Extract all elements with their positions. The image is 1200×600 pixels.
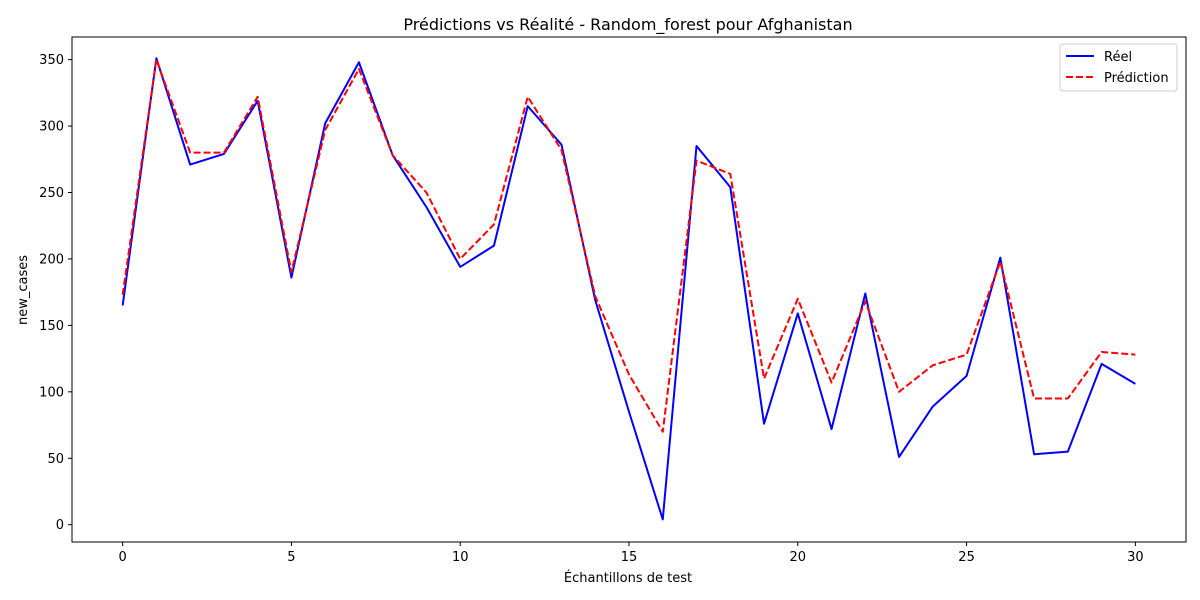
plot-frame [71, 36, 1187, 543]
x-tick-label: 5 [287, 550, 295, 565]
x-axis-label: Échantillons de test [564, 570, 692, 586]
y-axis-label: new_cases [16, 255, 31, 325]
y-tick-label: 0 [56, 518, 64, 533]
x-tick-label: 30 [1127, 550, 1144, 565]
x-tick-label: 25 [958, 550, 975, 565]
legend: Réel Prédiction [1059, 43, 1178, 92]
y-tick-label: 300 [39, 120, 64, 135]
x-tick-label: 10 [452, 550, 469, 565]
chart-title: Prédictions vs Réalité - Random_forest p… [403, 15, 852, 35]
series-line-reel [121, 57, 1136, 521]
y-tick-label: 350 [39, 53, 64, 68]
y-tick-label: 150 [39, 319, 64, 334]
legend-label-reel: Réel [1104, 50, 1132, 65]
y-tick-label: 200 [39, 252, 64, 267]
x-tick-label: 15 [621, 550, 638, 565]
legend-label-prediction: Prédiction [1104, 71, 1169, 86]
x-tick-label: 20 [790, 550, 807, 565]
x-tick-label: 0 [118, 550, 126, 565]
series-lines [121, 57, 1136, 521]
x-axis-ticks: 0 5 10 15 20 25 30 [118, 542, 1144, 565]
y-tick-label: 50 [47, 452, 64, 467]
y-axis-ticks: 0 50 100 150 200 250 300 350 [39, 53, 72, 533]
series-line-prediction [121, 58, 1136, 433]
plot-area [71, 36, 1187, 543]
y-tick-label: 100 [39, 385, 64, 400]
y-tick-label: 250 [39, 186, 64, 201]
